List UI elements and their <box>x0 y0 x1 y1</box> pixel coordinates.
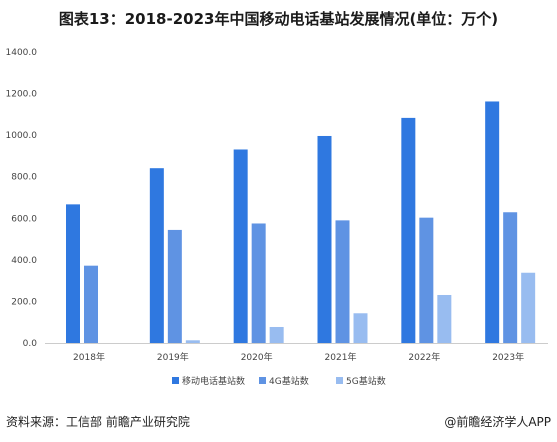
y-tick-label: 800.0 <box>11 173 37 183</box>
x-tick-label: 2018年 <box>73 351 105 363</box>
source-note: 资料来源：工信部 前瞻产业研究院 <box>6 415 190 429</box>
bar-4g-1 <box>167 229 182 343</box>
bars <box>66 101 536 343</box>
y-tick-label: 200.0 <box>11 297 37 307</box>
x-tick-label: 2021年 <box>325 351 357 363</box>
legend-label: 移动电话基站数 <box>182 375 245 387</box>
y-tick-label: 0.0 <box>23 339 38 349</box>
bar-mobile-0 <box>66 204 80 343</box>
legend-label: 4G基站数 <box>269 375 309 387</box>
bar-mobile-2 <box>233 149 248 343</box>
y-tick-label: 1200.0 <box>6 90 38 100</box>
bar-mobile-3 <box>317 135 332 343</box>
bar-5g-4 <box>437 294 452 343</box>
y-tick-label: 1400.0 <box>6 48 38 58</box>
chart-title: 图表13：2018-2023年中国移动电话基站发展情况(单位：万个) <box>58 10 499 28</box>
legend-label: 5G基站数 <box>346 375 386 387</box>
bar-4g-4 <box>419 217 434 343</box>
bar-chart: 0.0 200.0 400.0 600.0 800.0 1000.0 1200.0 1400.… <box>6 48 548 387</box>
bar-5g-2 <box>269 326 284 343</box>
y-tick-label: 1000.0 <box>6 131 38 141</box>
x-tick-label: 2022年 <box>408 351 440 363</box>
legend: 移动电话基站数 4G基站数 5G基站数 <box>172 375 386 387</box>
bar-mobile-5 <box>485 101 500 343</box>
bar-mobile-4 <box>401 117 416 343</box>
legend-swatch <box>172 377 179 384</box>
bar-mobile-1 <box>149 168 164 343</box>
bar-4g-5 <box>503 212 518 343</box>
bar-4g-0 <box>84 265 98 343</box>
y-tick-label: 400.0 <box>11 256 37 266</box>
y-tick-label: 600.0 <box>11 214 37 224</box>
legend-swatch <box>336 377 343 384</box>
bar-5g-1 <box>185 340 200 343</box>
x-tick-label: 2019年 <box>157 351 189 363</box>
legend-swatch <box>259 377 266 384</box>
bar-5g-3 <box>353 313 368 343</box>
y-axis: 0.0 200.0 400.0 600.0 800.0 1000.0 1200.0 1400.… <box>6 48 38 349</box>
bar-4g-3 <box>335 220 350 343</box>
brand-credit: @前瞻经济学人APP <box>444 415 551 429</box>
bar-5g-5 <box>521 272 536 343</box>
bar-4g-2 <box>251 223 266 343</box>
x-tick-label: 2020年 <box>241 351 273 363</box>
x-tick-label: 2023年 <box>492 351 524 363</box>
x-axis: 2018年 2019年 2020年 2021年 2022年 2023年 <box>45 343 548 363</box>
